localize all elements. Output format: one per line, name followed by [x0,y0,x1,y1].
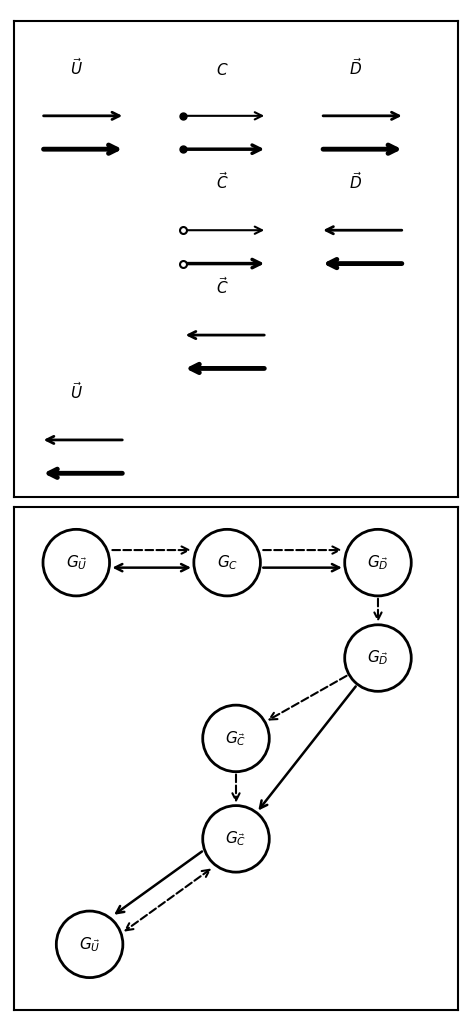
Text: $\vec{D}$: $\vec{D}$ [349,171,362,192]
Text: $\vec{D}$: $\vec{D}$ [349,56,362,78]
Text: $G_{\vec{C}}$: $G_{\vec{C}}$ [226,829,246,849]
Text: $G_{\vec{C}}$: $G_{\vec{C}}$ [226,729,246,748]
Text: $\vec{U}$: $\vec{U}$ [70,56,83,78]
Text: $G_{C}$: $G_{C}$ [217,554,238,572]
Text: $\vec{U}$: $\vec{U}$ [70,381,83,402]
Text: $G_{\vec{D}}$: $G_{\vec{D}}$ [367,649,389,667]
Text: $G_{\vec{U}}$: $G_{\vec{U}}$ [79,935,101,953]
Text: $C$: $C$ [216,62,229,78]
Text: $G_{\vec{D}}$: $G_{\vec{D}}$ [367,554,389,572]
Text: $G_{\vec{U}}$: $G_{\vec{U}}$ [66,554,87,572]
Text: $\vec{C}$: $\vec{C}$ [216,171,229,192]
Text: $\vec{C}$: $\vec{C}$ [216,276,229,297]
